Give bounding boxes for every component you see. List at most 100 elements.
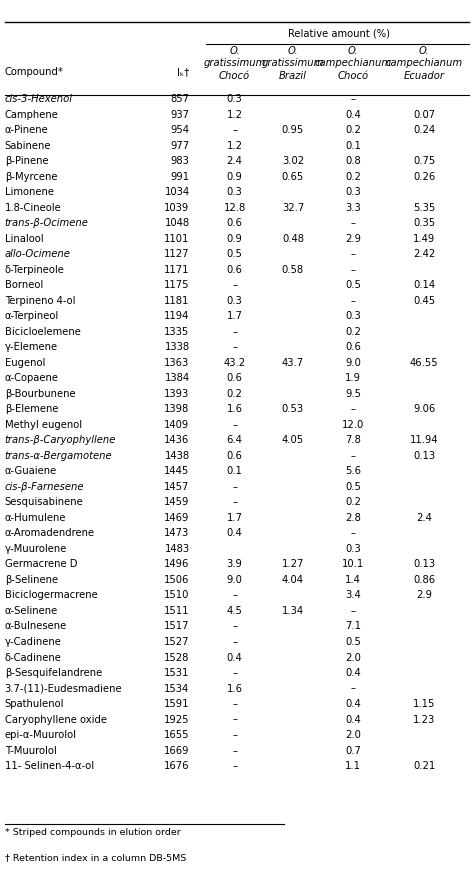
Text: 1101: 1101	[164, 233, 190, 244]
Text: 10.1: 10.1	[342, 560, 364, 569]
Text: 1.6: 1.6	[227, 404, 243, 415]
Text: 0.8: 0.8	[345, 156, 361, 166]
Text: –: –	[232, 714, 237, 725]
Text: 1510: 1510	[164, 591, 190, 600]
Text: 937: 937	[171, 110, 190, 119]
Text: α-Copaene: α-Copaene	[5, 373, 59, 384]
Text: 4.5: 4.5	[227, 606, 243, 616]
Text: –: –	[232, 621, 237, 631]
Text: 43.7: 43.7	[282, 358, 304, 368]
Text: 0.4: 0.4	[345, 668, 361, 678]
Text: 991: 991	[171, 171, 190, 181]
Text: 1.8-Cineole: 1.8-Cineole	[5, 202, 62, 213]
Text: α-Bulnesene: α-Bulnesene	[5, 621, 67, 631]
Text: 0.48: 0.48	[282, 233, 304, 244]
Text: 12.8: 12.8	[224, 202, 246, 213]
Text: 0.3: 0.3	[345, 544, 361, 554]
Text: 0.75: 0.75	[413, 156, 435, 166]
Text: α-Aromadendrene: α-Aromadendrene	[5, 529, 95, 538]
Text: 0.4: 0.4	[227, 652, 243, 662]
Text: –: –	[232, 342, 237, 352]
Text: 1.49: 1.49	[413, 233, 435, 244]
Text: β-Sesquifelandrene: β-Sesquifelandrene	[5, 668, 102, 678]
Text: 0.1: 0.1	[227, 467, 243, 476]
Text: 977: 977	[171, 141, 190, 150]
Text: –: –	[232, 637, 237, 647]
Text: 1.2: 1.2	[227, 141, 243, 150]
Text: 0.2: 0.2	[227, 389, 243, 399]
Text: 0.58: 0.58	[282, 264, 304, 275]
Text: Bicicloelemene: Bicicloelemene	[5, 327, 81, 337]
Text: Iₖ†: Iₖ†	[177, 67, 190, 78]
Text: 0.13: 0.13	[413, 451, 435, 461]
Text: 0.35: 0.35	[413, 218, 435, 228]
Text: 0.3: 0.3	[227, 295, 243, 306]
Text: 2.4: 2.4	[416, 513, 432, 523]
Text: Methyl eugenol: Methyl eugenol	[5, 420, 82, 430]
Text: 983: 983	[171, 156, 190, 166]
Text: 1496: 1496	[164, 560, 190, 569]
Text: 1034: 1034	[164, 187, 190, 197]
Text: 2.42: 2.42	[413, 249, 435, 259]
Text: 9.0: 9.0	[345, 358, 361, 368]
Text: O.
campechianum
Chocó: O. campechianum Chocó	[315, 46, 392, 80]
Text: 0.4: 0.4	[345, 699, 361, 709]
Text: 0.6: 0.6	[345, 342, 361, 352]
Text: α-Humulene: α-Humulene	[5, 513, 66, 523]
Text: 1517: 1517	[164, 621, 190, 631]
Text: O.
gratissimum
Chocó: O. gratissimum Chocó	[203, 46, 266, 80]
Text: 0.24: 0.24	[413, 125, 435, 135]
Text: 4.04: 4.04	[282, 575, 304, 585]
Text: Terpineno 4-ol: Terpineno 4-ol	[5, 295, 75, 306]
Text: –: –	[351, 529, 356, 538]
Text: Sesquisabinene: Sesquisabinene	[5, 498, 83, 507]
Text: 0.3: 0.3	[227, 94, 243, 104]
Text: 0.9: 0.9	[227, 233, 243, 244]
Text: 1469: 1469	[164, 513, 190, 523]
Text: cis-β-Farnesene: cis-β-Farnesene	[5, 482, 84, 492]
Text: trans-α-Bergamotene: trans-α-Bergamotene	[5, 451, 112, 461]
Text: 1393: 1393	[164, 389, 190, 399]
Text: β-Elemene: β-Elemene	[5, 404, 58, 415]
Text: –: –	[232, 125, 237, 135]
Text: 1127: 1127	[164, 249, 190, 259]
Text: –: –	[232, 280, 237, 290]
Text: α-Terpineol: α-Terpineol	[5, 311, 59, 321]
Text: 1.4: 1.4	[345, 575, 361, 585]
Text: 46.55: 46.55	[410, 358, 438, 368]
Text: 1438: 1438	[164, 451, 190, 461]
Text: 1534: 1534	[164, 683, 190, 694]
Text: 0.14: 0.14	[413, 280, 435, 290]
Text: 1.2: 1.2	[227, 110, 243, 119]
Text: 0.3: 0.3	[345, 187, 361, 197]
Text: 1409: 1409	[164, 420, 190, 430]
Text: 0.6: 0.6	[227, 264, 243, 275]
Text: –: –	[232, 761, 237, 771]
Text: 0.4: 0.4	[345, 714, 361, 725]
Text: Camphene: Camphene	[5, 110, 59, 119]
Text: –: –	[351, 451, 356, 461]
Text: 3.7-(11)-Eudesmadiene: 3.7-(11)-Eudesmadiene	[5, 683, 122, 694]
Text: 9.5: 9.5	[345, 389, 361, 399]
Text: 1.7: 1.7	[227, 513, 243, 523]
Text: 954: 954	[171, 125, 190, 135]
Text: 1194: 1194	[164, 311, 190, 321]
Text: 0.4: 0.4	[227, 529, 243, 538]
Text: 2.0: 2.0	[345, 730, 361, 740]
Text: 0.2: 0.2	[345, 125, 361, 135]
Text: β-Myrcene: β-Myrcene	[5, 171, 57, 181]
Text: 12.0: 12.0	[342, 420, 364, 430]
Text: 1338: 1338	[164, 342, 190, 352]
Text: 1181: 1181	[164, 295, 190, 306]
Text: 1527: 1527	[164, 637, 190, 647]
Text: 3.4: 3.4	[345, 591, 361, 600]
Text: 1459: 1459	[164, 498, 190, 507]
Text: β-Bourbunene: β-Bourbunene	[5, 389, 75, 399]
Text: 1483: 1483	[164, 544, 190, 554]
Text: 1925: 1925	[164, 714, 190, 725]
Text: α-Selinene: α-Selinene	[5, 606, 58, 616]
Text: 1655: 1655	[164, 730, 190, 740]
Text: 1.6: 1.6	[227, 683, 243, 694]
Text: 1445: 1445	[164, 467, 190, 476]
Text: 0.21: 0.21	[413, 761, 435, 771]
